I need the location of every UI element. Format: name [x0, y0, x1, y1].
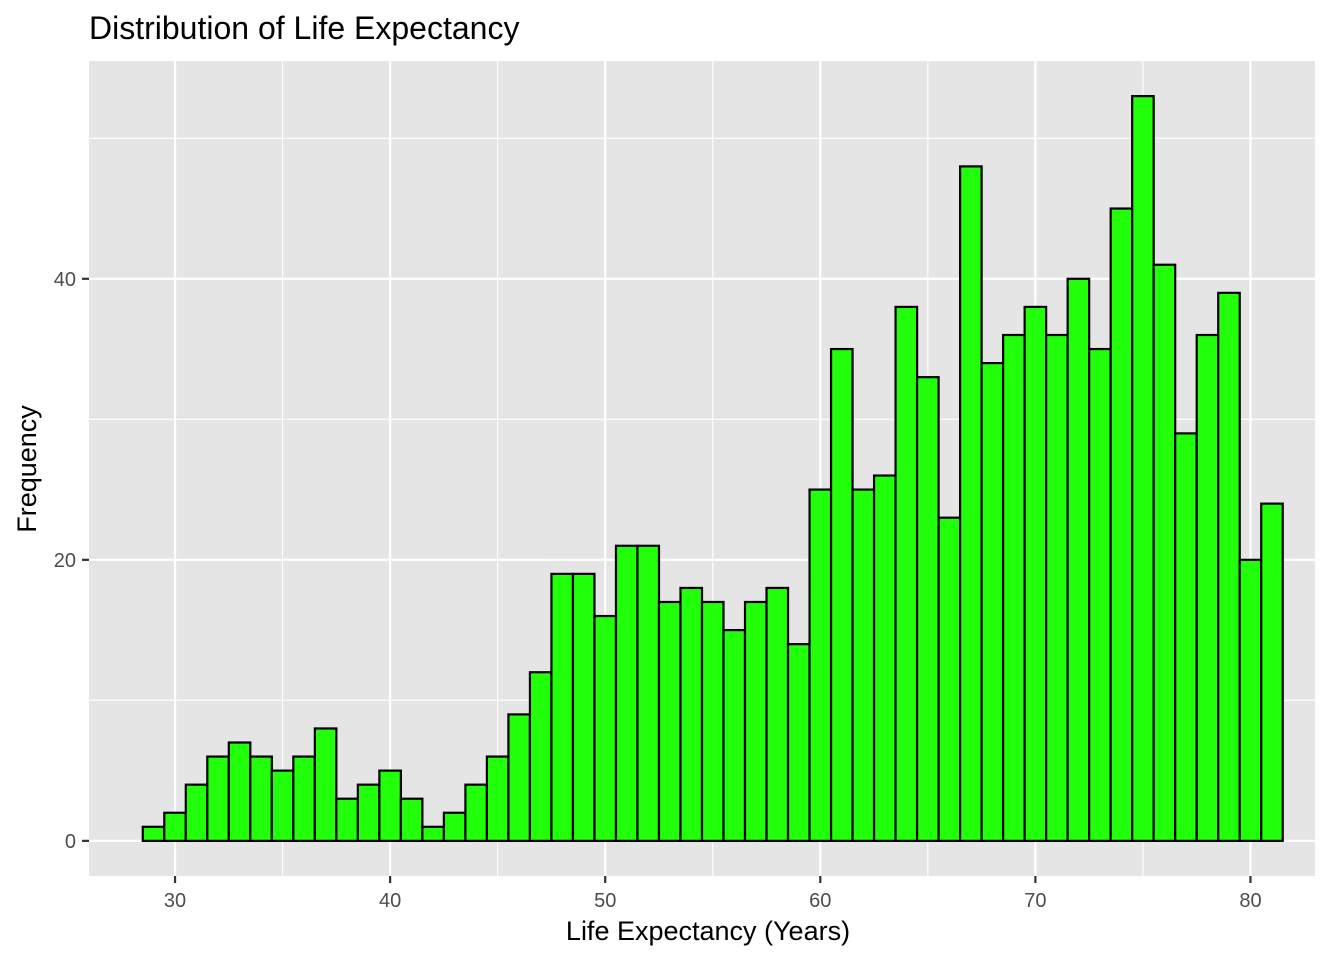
histogram-bar	[1131, 95, 1155, 842]
histogram-bar	[937, 516, 962, 842]
chart-title: Distribution of Life Expectancy	[89, 10, 519, 46]
histogram-bar	[1023, 305, 1048, 842]
histogram-bar	[464, 783, 489, 842]
histogram-bar	[292, 755, 316, 842]
histogram-bar	[1152, 263, 1177, 842]
histogram-bar	[141, 825, 166, 842]
histogram-bar	[872, 474, 897, 842]
histogram-bar	[378, 769, 402, 842]
histogram-bar	[765, 586, 790, 842]
histogram-bar	[528, 671, 553, 842]
histogram-bar	[270, 769, 295, 842]
y-axis-title: Frequency	[12, 405, 42, 533]
histogram-bar	[1066, 277, 1091, 842]
histogram-bar	[313, 727, 338, 842]
histogram-bar	[184, 783, 209, 842]
histogram-bar	[851, 488, 876, 842]
histogram-bar	[1088, 347, 1112, 842]
histogram-bar	[679, 586, 704, 842]
histogram-bar	[421, 825, 445, 842]
x-axis-title: Life Expectancy (Years)	[566, 916, 850, 946]
x-tick-label: 80	[1239, 890, 1261, 912]
histogram-bar	[722, 628, 747, 842]
y-tick-label: 20	[54, 550, 76, 572]
histogram-bar	[1045, 333, 1069, 842]
histogram-bar	[894, 305, 919, 842]
histogram-bar	[980, 362, 1005, 842]
histogram-bar	[959, 165, 983, 842]
histogram-bar	[249, 755, 273, 842]
y-axis-ticks: 0 20 40	[54, 269, 89, 853]
histogram-bar	[1002, 333, 1026, 842]
y-tick-label: 40	[54, 269, 76, 291]
x-tick-label: 40	[379, 890, 401, 912]
histogram-bar	[1174, 432, 1198, 842]
histogram-bar	[442, 811, 467, 842]
x-tick-label: 30	[164, 890, 186, 912]
histogram-bar	[1217, 291, 1241, 842]
histogram-bar	[1195, 333, 1220, 842]
histogram-bar	[593, 614, 618, 842]
histogram-bar	[786, 643, 811, 842]
histogram-bar	[335, 797, 359, 842]
histogram-bar	[1260, 502, 1284, 842]
histogram-bar	[743, 600, 768, 842]
histogram-bar	[507, 713, 532, 842]
histogram-bar	[550, 572, 575, 842]
histogram-bar	[915, 376, 940, 842]
x-tick-label: 70	[1024, 890, 1046, 912]
histogram-bar	[636, 544, 661, 842]
histogram-bar	[485, 755, 510, 842]
histogram-bar	[829, 347, 854, 842]
x-tick-label: 50	[594, 890, 616, 912]
histogram-bar	[657, 600, 682, 842]
histogram-bar	[1109, 207, 1134, 842]
y-tick-label: 0	[65, 831, 76, 853]
x-tick-label: 60	[809, 890, 831, 912]
histogram-bar	[399, 797, 424, 842]
histogram-bar	[700, 600, 725, 842]
histogram-bar	[571, 572, 596, 842]
histogram-bar	[614, 544, 639, 842]
histogram-bar	[163, 811, 187, 842]
bars	[141, 95, 1284, 842]
histogram-bar	[356, 783, 381, 842]
histogram-bar	[1238, 558, 1263, 842]
histogram-bar	[808, 488, 833, 842]
histogram-bar	[227, 741, 252, 842]
x-axis-ticks: 30 40 50 60 70 80	[164, 876, 1262, 912]
histogram-bar	[206, 755, 230, 842]
